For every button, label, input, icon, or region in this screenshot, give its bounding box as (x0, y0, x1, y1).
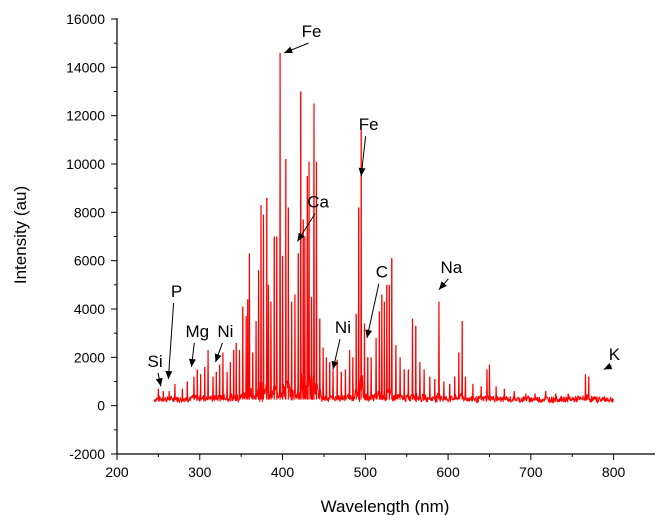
annotation-arrowhead-mg (188, 358, 196, 367)
y-tick-label-2000: 2000 (74, 349, 105, 365)
annotation-label-fe: Fe (359, 115, 379, 134)
y-tick-label-8000: 8000 (74, 204, 105, 220)
x-tick-label-400: 400 (271, 464, 295, 480)
x-tick-label-200: 200 (105, 464, 129, 480)
x-axis-title: Wavelength (nm) (321, 497, 450, 515)
spectrum-line-group (153, 52, 614, 405)
annotation-arrowhead-na (438, 281, 447, 290)
annotation-arrow-p (167, 302, 175, 380)
annotation-label-p: P (171, 282, 182, 301)
annotation-label-c: C (376, 263, 388, 282)
annotation-label-k: K (609, 345, 621, 364)
annotation-arrow-c (366, 283, 380, 339)
x-tick-label-300: 300 (188, 464, 212, 480)
annotation-arrowhead-ni (214, 353, 222, 363)
annotation-label-ca: Ca (307, 193, 329, 212)
annotation-label-fe: Fe (302, 22, 322, 41)
y-tick-label-10000: 10000 (66, 156, 105, 172)
axes: 200 300 400 500 600 700 800 -2000 0 2000 4000 6000 8… (66, 11, 655, 480)
y-tick-label-4000: 4000 (74, 301, 105, 317)
y-axis-title: Intensity (au) (11, 186, 30, 284)
y-tick-label--2000: -2000 (69, 446, 105, 462)
y-tick-label-0: 0 (97, 398, 105, 414)
annotation-label-si: Si (148, 352, 163, 371)
annotation-label-na: Na (441, 258, 463, 277)
annotation-arrowhead-p (165, 370, 173, 380)
annotation-arrowhead-fe (284, 46, 293, 54)
annotation-arrowhead-k (603, 362, 613, 370)
annotation-label-ni: Ni (335, 318, 351, 337)
x-tick-label-700: 700 (519, 464, 543, 480)
annotation-label-mg: Mg (185, 322, 209, 341)
annotation-label-ni: Ni (217, 322, 233, 341)
y-tick-label-6000: 6000 (74, 253, 105, 269)
annotation-arrowhead-fe (358, 167, 366, 177)
annotations: Fe Fe Ca Na C P Mg Ni Ni Si K (148, 22, 621, 387)
x-tick-label-600: 600 (436, 464, 460, 480)
y-tick-label-16000: 16000 (66, 11, 105, 27)
y-tick-label-12000: 12000 (66, 108, 105, 124)
annotation-arrowhead-ca (297, 232, 305, 242)
annotation-arrowhead-ni (331, 360, 339, 370)
annotation-arrowhead-si (155, 377, 163, 387)
x-tick-label-800: 800 (602, 464, 626, 480)
x-tick-label-500: 500 (354, 464, 378, 480)
annotation-arrowhead-c (365, 329, 373, 338)
y-tick-label-14000: 14000 (66, 59, 105, 75)
